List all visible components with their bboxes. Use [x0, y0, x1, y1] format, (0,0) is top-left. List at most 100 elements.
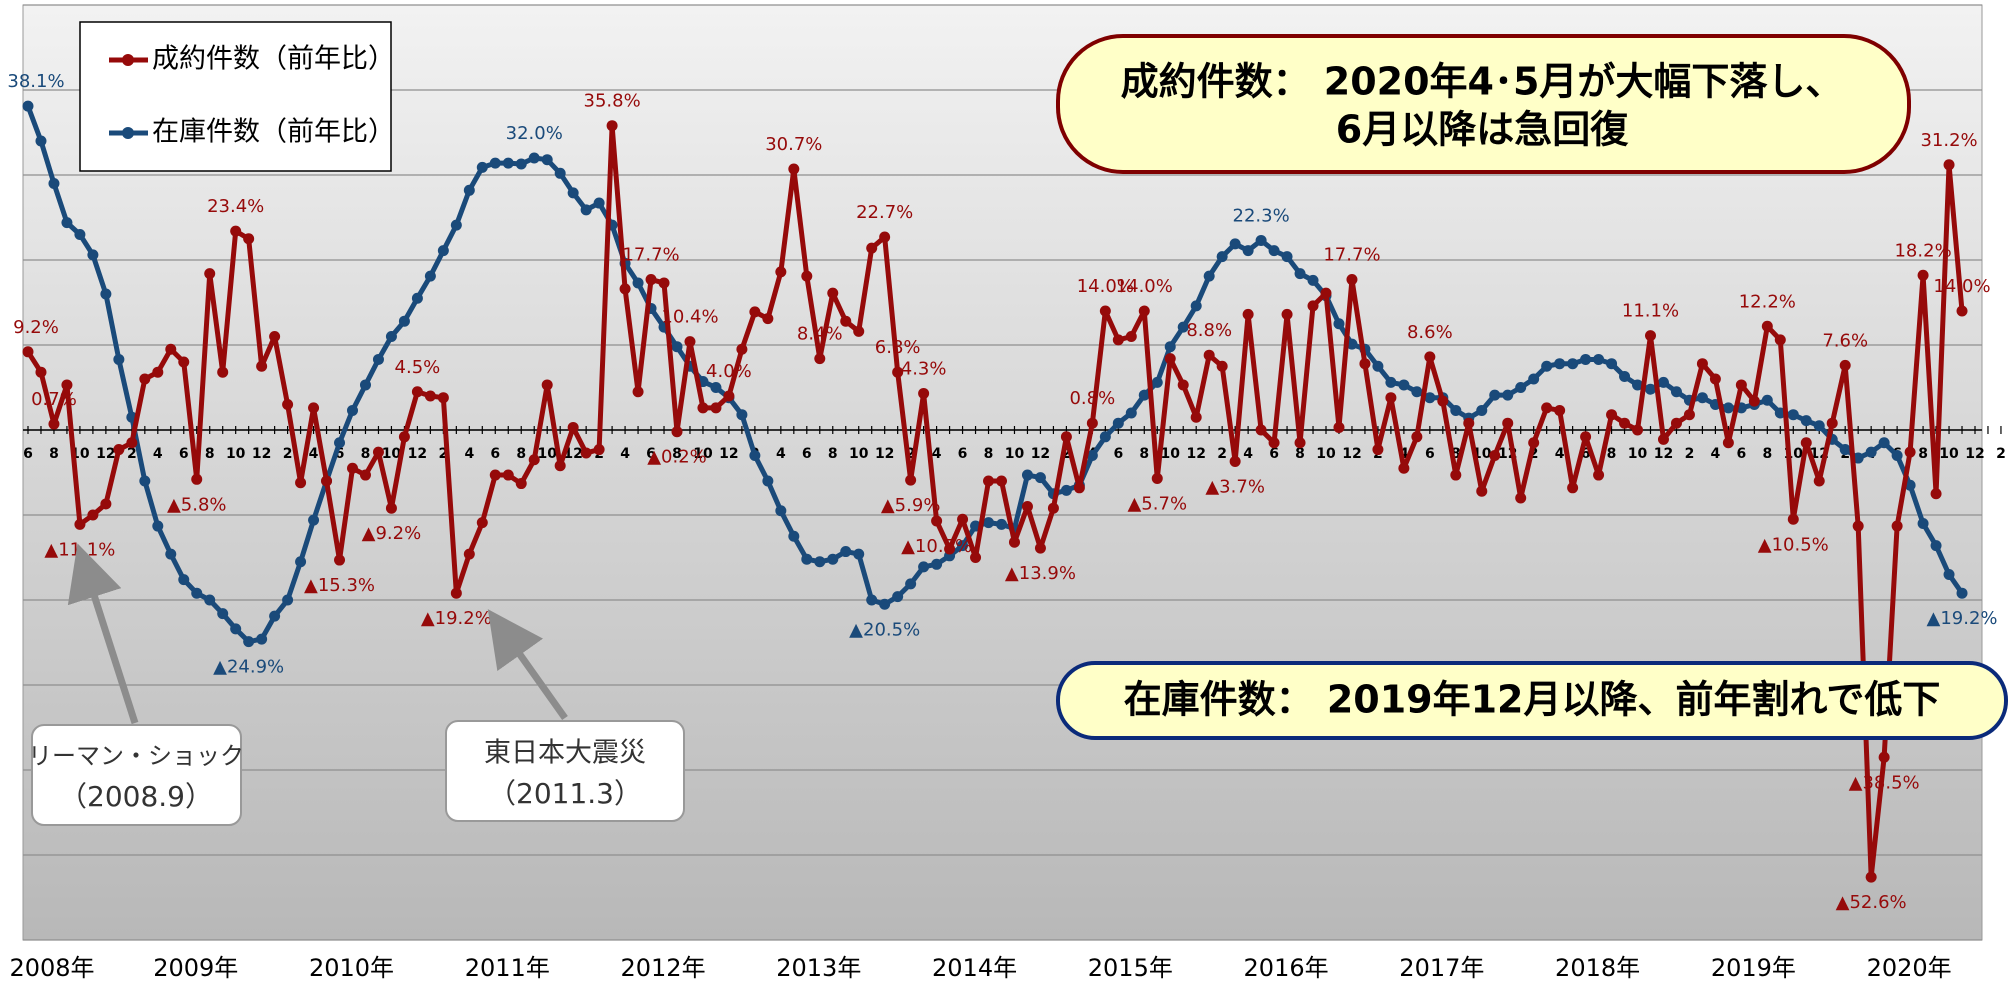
point — [1865, 871, 1877, 883]
x-tick-label: 4 — [776, 446, 786, 462]
point — [814, 556, 826, 568]
year-label: 2016年 — [1244, 954, 1329, 982]
point — [1294, 268, 1306, 280]
point — [1424, 351, 1436, 363]
point — [191, 473, 203, 485]
point — [1424, 392, 1436, 404]
point — [100, 498, 112, 510]
point — [347, 404, 358, 416]
year-label: 2019年 — [1711, 954, 1796, 982]
point — [1878, 751, 1890, 763]
point — [35, 366, 47, 378]
point — [1800, 437, 1812, 449]
data-label: 11.1% — [1622, 301, 1679, 322]
point — [918, 387, 930, 399]
point — [567, 187, 579, 199]
point — [476, 161, 488, 173]
data-label: 12.2% — [1739, 291, 1796, 312]
x-tick-label: 12 — [563, 446, 582, 462]
year-label: 2020年 — [1867, 954, 1952, 982]
data-label: ▲11.1% — [44, 539, 115, 560]
point — [1112, 417, 1124, 429]
data-label: ▲52.6% — [1836, 892, 1907, 913]
point — [1735, 379, 1747, 391]
point — [593, 444, 605, 456]
point — [749, 306, 761, 318]
event-text: リーマン・ショック — [28, 742, 244, 770]
point — [645, 274, 657, 286]
point — [1372, 444, 1384, 456]
point — [1398, 462, 1410, 474]
point — [554, 167, 566, 179]
callout — [1056, 661, 2008, 740]
point — [1865, 446, 1877, 458]
data-label: 4.5% — [395, 357, 441, 378]
point — [1580, 353, 1592, 365]
x-tick-label: 8 — [1139, 446, 1149, 462]
x-tick-label: 10 — [1316, 446, 1336, 462]
point — [282, 399, 294, 410]
year-label: 2008年 — [9, 954, 94, 982]
point — [1398, 379, 1410, 391]
x-tick-label: 12 — [875, 446, 894, 462]
point — [892, 366, 904, 378]
x-tick-label: 2 — [127, 446, 137, 462]
point — [1268, 437, 1280, 449]
point — [334, 437, 346, 449]
point — [1411, 386, 1423, 398]
point — [502, 469, 514, 481]
point — [996, 518, 1007, 530]
point — [113, 353, 125, 365]
x-tick-label: 2 — [438, 446, 448, 462]
data-label: 38.1% — [7, 71, 64, 92]
x-tick-label: 12 — [1186, 446, 1205, 462]
point — [1307, 300, 1319, 312]
point — [1177, 321, 1189, 333]
point — [723, 390, 735, 402]
point — [1346, 274, 1358, 286]
point — [1463, 417, 1475, 429]
point — [1645, 383, 1656, 395]
point — [347, 462, 358, 474]
point — [671, 341, 683, 353]
point — [580, 204, 592, 216]
point — [1034, 542, 1046, 554]
point — [528, 454, 540, 466]
point — [619, 283, 631, 295]
point — [269, 331, 281, 342]
point — [308, 514, 320, 526]
point — [191, 587, 203, 599]
point — [762, 475, 774, 487]
point — [1489, 389, 1501, 401]
point — [905, 578, 917, 590]
point — [372, 353, 384, 365]
point — [1372, 360, 1384, 372]
legend-box — [79, 21, 392, 172]
data-label: 0.7% — [31, 389, 77, 410]
point — [437, 392, 449, 404]
data-label: 8.4% — [797, 324, 843, 345]
point — [1502, 389, 1514, 401]
point — [853, 325, 865, 337]
x-tick-label: 6 — [335, 446, 345, 462]
point — [463, 548, 475, 560]
point — [489, 157, 501, 169]
data-label: ▲10.5% — [1758, 534, 1829, 555]
point — [1606, 409, 1618, 421]
point — [840, 315, 852, 327]
point — [217, 608, 229, 620]
point — [1670, 417, 1682, 429]
x-tick-label: 8 — [984, 446, 994, 462]
legend-label: 成約件数（前年比） — [152, 44, 395, 75]
x-tick-label: 8 — [205, 446, 215, 462]
year-label: 2009年 — [153, 954, 238, 982]
point — [918, 561, 930, 573]
data-label: ▲0.2% — [647, 447, 707, 468]
point — [87, 249, 99, 261]
point — [1151, 376, 1163, 388]
point — [697, 402, 709, 414]
legend-swatch — [122, 54, 134, 66]
x-tick-label: 10 — [693, 446, 713, 462]
point — [1528, 437, 1540, 449]
